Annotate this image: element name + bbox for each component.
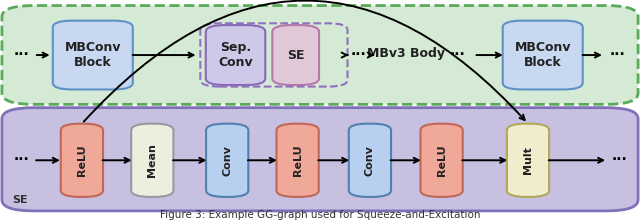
Text: SE: SE (13, 195, 28, 205)
FancyBboxPatch shape (206, 124, 248, 197)
Text: Mult: Mult (523, 146, 533, 174)
Text: Sep.
Conv: Sep. Conv (218, 41, 253, 69)
FancyBboxPatch shape (349, 124, 391, 197)
FancyBboxPatch shape (61, 124, 103, 197)
Text: Figure 3: Example GG-graph used for Squeeze-and-Excitation: Figure 3: Example GG-graph used for Sque… (160, 210, 480, 220)
Text: Mean: Mean (147, 143, 157, 177)
Text: ···: ··· (612, 153, 627, 167)
FancyBboxPatch shape (2, 108, 638, 211)
Text: MBv3 Body: MBv3 Body (367, 47, 445, 60)
Text: Conv: Conv (365, 145, 375, 176)
Text: ···: ··· (450, 48, 465, 62)
Text: ReLU: ReLU (292, 145, 303, 176)
Text: ···: ··· (13, 48, 29, 62)
FancyBboxPatch shape (131, 124, 173, 197)
FancyBboxPatch shape (273, 25, 319, 85)
Text: ···: ··· (351, 48, 366, 62)
FancyBboxPatch shape (206, 25, 265, 85)
FancyBboxPatch shape (503, 21, 583, 89)
FancyBboxPatch shape (507, 124, 549, 197)
FancyBboxPatch shape (52, 21, 133, 89)
Text: SE: SE (287, 49, 305, 61)
Text: ···: ··· (13, 153, 29, 167)
FancyBboxPatch shape (276, 124, 319, 197)
FancyBboxPatch shape (2, 6, 638, 104)
Text: ReLU: ReLU (436, 145, 447, 176)
Text: Conv: Conv (222, 145, 232, 176)
Text: ReLU: ReLU (77, 145, 87, 176)
Text: MBConv
Block: MBConv Block (65, 41, 121, 69)
FancyBboxPatch shape (420, 124, 463, 197)
Text: MBConv
Block: MBConv Block (515, 41, 571, 69)
Text: ···: ··· (610, 48, 625, 62)
